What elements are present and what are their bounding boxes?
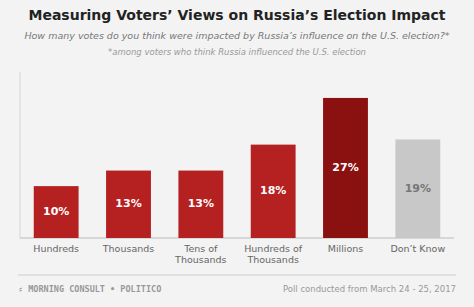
data-labels: 10% 13% 13% 18% 27% 19%	[43, 161, 431, 218]
title: Measuring Voters’ Views on Russia’s Elec…	[28, 7, 445, 23]
x-tick-label-line: Hundreds of	[244, 243, 303, 254]
bar	[106, 171, 151, 238]
data-label: 10%	[43, 205, 69, 218]
x-tick-label: Hundreds	[33, 243, 79, 254]
bar	[251, 145, 296, 238]
data-label: 13%	[115, 197, 141, 210]
x-tick-label-line: Millions	[328, 243, 364, 254]
x-tick-label: Don’t Know	[390, 243, 445, 254]
footer-rule	[18, 275, 456, 276]
x-tick-label: Millions	[328, 243, 364, 254]
x-tick-label-line: Tens of	[183, 243, 218, 254]
bar	[395, 139, 440, 238]
x-tick-label-line: Thousands	[246, 254, 298, 265]
data-label: 19%	[405, 182, 431, 195]
x-tick-label-line: Don’t Know	[390, 243, 445, 254]
data-label: 27%	[332, 161, 358, 174]
bar	[34, 186, 79, 238]
data-label: 18%	[260, 184, 286, 197]
footer-right: Poll conducted from March 24 - 25, 2017	[283, 284, 456, 294]
data-label: 13%	[188, 197, 214, 210]
footnote: *among voters who think Russia influence…	[108, 47, 366, 57]
footer-left: ⸗ MORNING CONSULT • POLITICO	[18, 284, 161, 294]
chart: Measuring Voters’ Views on Russia’s Elec…	[0, 0, 474, 307]
y-axis-line	[20, 72, 21, 238]
x-tick-label: Hundreds ofThousands	[244, 243, 303, 265]
bar	[178, 171, 223, 238]
x-tick-label-line: Hundreds	[33, 243, 79, 254]
x-tick-label-line: Thousands	[102, 243, 154, 254]
bars	[34, 98, 441, 238]
subtitle: How many votes do you think were impacte…	[24, 30, 449, 41]
x-tick-labels: HundredsThousandsTens ofThousandsHundred…	[33, 243, 445, 265]
x-axis-line	[20, 238, 454, 239]
x-tick-label: Thousands	[102, 243, 154, 254]
background	[0, 0, 474, 307]
x-tick-label: Tens ofThousands	[174, 243, 226, 265]
bar	[323, 98, 368, 238]
x-tick-label-line: Thousands	[174, 254, 226, 265]
